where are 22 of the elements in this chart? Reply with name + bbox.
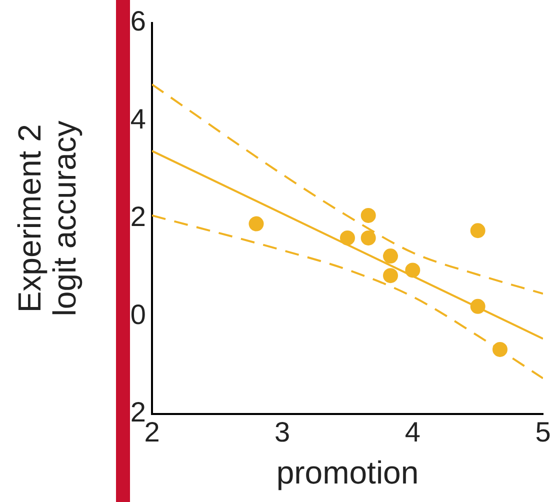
point [360,230,376,246]
x-axis-title: promotion [276,454,419,491]
point [470,223,486,238]
point [248,216,264,232]
point [470,298,486,314]
point [405,262,420,278]
x-tick-label: 4 [404,416,420,448]
point [360,208,376,223]
y-tick-label: 4 [130,103,146,134]
y-tick-label: 0 [130,298,146,330]
x-tick-label: 5 [535,416,551,448]
point [492,342,508,357]
y-tick-label: 2 [130,396,146,428]
point [340,230,355,246]
x-tick-label: 3 [274,416,290,448]
y-tick-label: 6 [130,6,146,37]
line-series [152,83,543,295]
y-axis-title: Experiment 2 logit accuracy [11,120,83,316]
line-series [152,214,543,380]
point [383,248,398,264]
y-tick-label: 2 [130,201,146,232]
point [383,268,398,284]
